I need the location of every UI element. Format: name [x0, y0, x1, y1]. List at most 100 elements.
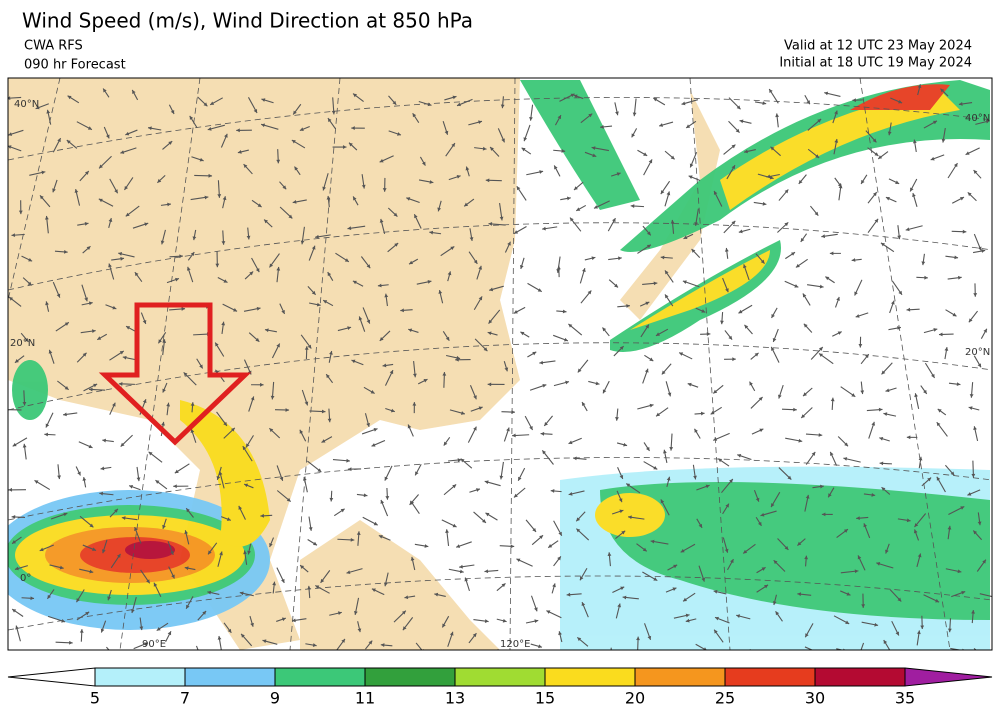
wind-arrowhead	[69, 640, 73, 645]
wind-arrowhead	[34, 480, 39, 484]
graticule	[8, 78, 992, 650]
wind-arrowhead	[556, 265, 561, 270]
wind-arrowhead	[539, 360, 544, 365]
wind-arrowhead	[519, 265, 524, 269]
wind-arrowhead	[227, 628, 232, 633]
wind-arrowhead	[685, 618, 690, 623]
wind-arrowhead	[97, 336, 102, 340]
wind-arrowhead	[292, 200, 297, 204]
wind-arrowhead	[700, 411, 705, 416]
wind-arrowhead	[199, 657, 203, 661]
wind-arrowhead	[887, 131, 892, 136]
wind-arrowhead	[103, 88, 107, 93]
wind-arrowhead	[806, 100, 810, 105]
wind-arrowhead	[646, 446, 650, 451]
wind-arrowhead	[678, 655, 682, 659]
wind-arrowhead	[380, 643, 385, 647]
wind-arrowhead	[397, 132, 401, 136]
wind-arrowhead	[162, 339, 167, 344]
wind-arrowhead	[321, 439, 326, 443]
wind-arrowhead	[190, 429, 195, 434]
lon-label: 90°E	[142, 639, 166, 650]
wind-arrowhead	[592, 153, 597, 158]
wind-arrowhead	[485, 512, 490, 517]
wind-arrowhead	[811, 451, 816, 456]
wind-arrowhead	[897, 326, 901, 330]
colorbar-segment	[454, 667, 546, 687]
wind-arrowhead	[718, 458, 723, 463]
wind-arrowhead	[9, 297, 14, 301]
colorbar-over	[904, 667, 993, 687]
wind-arrowhead	[602, 327, 607, 332]
wind-arrowhead	[146, 579, 150, 584]
wind-arrowhead	[167, 202, 171, 207]
wind-arrowhead	[923, 389, 927, 394]
wind-arrowhead	[366, 422, 370, 427]
wind-speed-shading	[8, 80, 990, 650]
wind-arrowhead	[429, 180, 434, 184]
wind-arrowhead	[626, 304, 630, 308]
wind-arrowhead	[102, 438, 106, 443]
wind-arrowhead	[917, 553, 922, 558]
wind-arrowhead	[760, 259, 765, 264]
wind-arrowhead	[563, 337, 568, 342]
wind-arrowhead	[878, 407, 883, 412]
wind-arrowhead	[424, 544, 429, 548]
wind-arrowhead	[759, 428, 764, 433]
wind-arrowhead	[669, 447, 674, 451]
wind-arrowhead	[46, 109, 51, 114]
wind-arrowhead	[363, 493, 368, 498]
wind-arrowhead	[307, 585, 311, 590]
wind-arrowhead	[129, 484, 134, 489]
wind-arrowhead	[107, 596, 111, 601]
wind-arrowhead	[322, 186, 327, 191]
wind-arrowhead	[380, 499, 385, 504]
wind-arrowhead	[269, 263, 274, 268]
wind-arrowhead	[478, 296, 483, 301]
wind-arrowhead	[321, 409, 326, 414]
wind-arrowhead	[954, 255, 959, 260]
wind-arrowhead	[410, 500, 415, 505]
wind-arrowhead	[516, 558, 521, 563]
wind-arrowhead	[953, 163, 958, 168]
wind-arrowhead	[804, 555, 809, 560]
wind-arrowhead	[838, 184, 843, 189]
wind-arrowhead	[872, 138, 877, 143]
colorbar-label: 9	[270, 689, 280, 708]
wind-arrowhead	[932, 120, 937, 125]
wind-arrowhead	[680, 548, 685, 553]
wind-arrowhead	[803, 323, 808, 328]
wind-arrowhead	[659, 123, 664, 127]
wind-arrowhead	[935, 598, 940, 603]
wind-arrowhead	[582, 268, 586, 273]
wind-arrowhead	[856, 516, 860, 521]
wind-arrowhead	[534, 607, 538, 612]
wind-arrowhead	[968, 318, 973, 323]
wind-arrowhead	[506, 427, 510, 432]
wind-arrowhead	[815, 154, 820, 158]
wind-arrowhead	[650, 539, 655, 544]
wind-arrowhead	[255, 337, 260, 342]
wind-arrowhead	[291, 140, 296, 144]
wind-arrowhead	[190, 252, 195, 257]
wind-arrowhead	[947, 525, 952, 530]
wind-arrowhead	[918, 456, 923, 461]
wind-arrowhead	[656, 412, 661, 417]
wind-arrowhead	[67, 95, 72, 100]
wind-arrowhead	[568, 323, 573, 328]
wind-arrowhead	[514, 230, 519, 234]
wind-arrowhead	[878, 155, 883, 159]
wind-arrowhead	[797, 541, 802, 546]
wind-arrowhead	[542, 450, 547, 455]
wind-arrowhead	[546, 610, 551, 614]
wind-arrowhead	[731, 144, 736, 149]
wind-arrowhead	[59, 565, 64, 570]
wind-arrowhead	[162, 524, 166, 529]
wind-arrowhead	[906, 307, 911, 312]
wind-arrowhead	[969, 394, 974, 398]
wind-arrowhead	[614, 283, 619, 288]
wind-arrowhead	[270, 395, 275, 400]
wind-arrowhead	[443, 441, 448, 446]
wind-arrowhead	[539, 170, 544, 174]
wind-arrowhead	[957, 275, 962, 280]
